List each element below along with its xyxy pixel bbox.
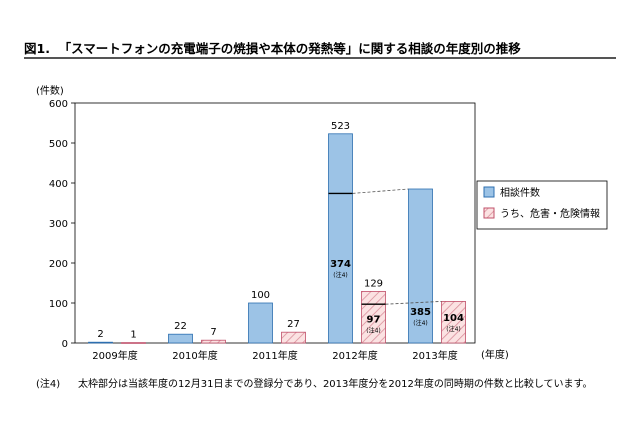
- y-tick-label: 0: [62, 339, 68, 350]
- partial-note: (注4): [333, 271, 348, 279]
- inner-note: (注4): [446, 325, 461, 333]
- bar-hazard: [121, 342, 146, 344]
- partial-label-consultations: 374: [330, 259, 351, 270]
- bar-consultations: [408, 188, 433, 344]
- y-tick-label: 400: [49, 179, 68, 190]
- bar-consultations: [168, 333, 193, 344]
- footnote-tag: (注4): [36, 379, 61, 390]
- legend-label-consultations: 相談件数: [500, 186, 540, 199]
- bar-hazard: [361, 290, 386, 344]
- y-axis-label: (件数): [36, 84, 64, 97]
- x-tick-label: 2010年度: [172, 349, 217, 362]
- bar-hazard: [201, 339, 226, 344]
- y-tick-label: 500: [49, 139, 68, 150]
- bar-consultations: [248, 302, 273, 344]
- y-tick-label: 100: [49, 299, 68, 310]
- x-tick-label: 2009年度: [92, 349, 137, 362]
- bar-consultations: [88, 341, 113, 344]
- y-tick-label: 300: [49, 219, 68, 230]
- inner-note: (注4): [413, 319, 428, 327]
- comparison-line-consultations: [352, 188, 409, 194]
- inner-label-consultations: 385: [410, 307, 431, 318]
- data-label-hazard: 7: [210, 327, 216, 338]
- data-label-consultations: 22: [174, 321, 187, 332]
- legend-label-hazard: うち、危害・危険情報: [500, 207, 600, 220]
- legend-swatch-consultations: [483, 186, 495, 198]
- title-prefix: 図1.: [24, 41, 50, 56]
- comparison-line-hazard: [385, 301, 442, 305]
- data-label-hazard: 129: [364, 278, 383, 289]
- data-label-hazard: 27: [287, 319, 300, 330]
- y-tick-label: 200: [49, 259, 68, 270]
- legend-swatch-hazard: [483, 207, 495, 219]
- legend: 相談件数 うち、危害・危険情報: [476, 180, 608, 230]
- data-label-consultations: 2: [97, 329, 103, 340]
- x-tick-label: 2013年度: [412, 349, 457, 362]
- y-tick-label: 600: [49, 99, 68, 110]
- x-tick-label: 2012年度: [332, 349, 377, 362]
- title-underline: [24, 57, 616, 59]
- footnote: (注4) 太枠部分は当該年度の12月31日までの登録分であり、2013年度分を2…: [36, 378, 596, 392]
- partial-note: (注4): [366, 327, 381, 335]
- bar-hazard: [281, 331, 306, 344]
- inner-label-hazard: 104: [443, 313, 464, 324]
- bar-hazard: [441, 300, 466, 344]
- title-text: 「スマートフォンの充電端子の焼損や本体の発熱等」に関する相談の年度別の推移: [58, 41, 521, 56]
- partial-label-hazard: 97: [367, 315, 381, 326]
- data-label-consultations: 100: [251, 290, 270, 301]
- bar-consultations: [328, 133, 353, 344]
- footnote-text: 太枠部分は当該年度の12月31日までの登録分であり、2013年度分を2012年度…: [78, 379, 593, 390]
- chart-title: 図1. 「スマートフォンの充電端子の焼損や本体の発熱等」に関する相談の年度別の推…: [24, 38, 624, 59]
- legend-box: [476, 180, 608, 230]
- x-axis-label: (年度): [481, 348, 509, 361]
- data-label-consultations: 523: [331, 121, 350, 132]
- data-label-hazard: 1: [130, 330, 136, 341]
- x-tick-label: 2011年度: [252, 349, 297, 362]
